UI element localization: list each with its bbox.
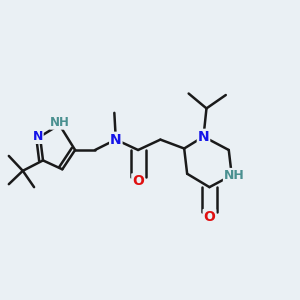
Text: NH: NH [50,116,70,129]
Text: N: N [110,133,122,147]
Text: NH: NH [224,169,244,182]
Text: O: O [132,174,144,188]
Text: O: O [203,210,215,224]
Text: N: N [198,130,209,144]
Text: N: N [32,130,43,143]
